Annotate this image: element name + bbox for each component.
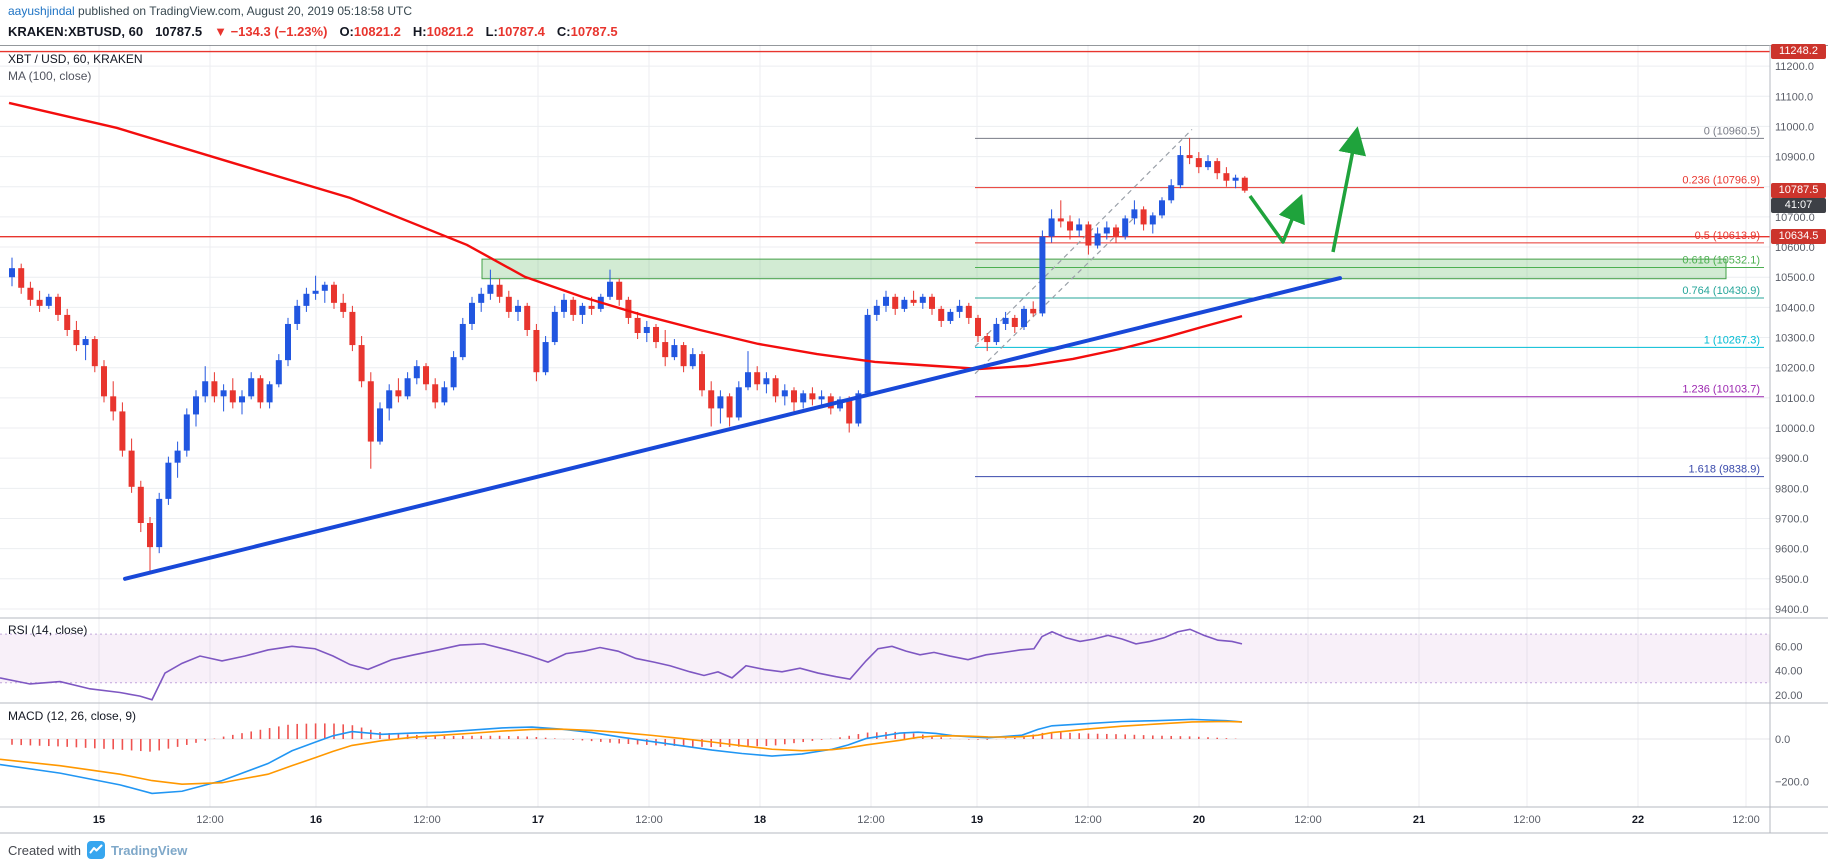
svg-text:12:00: 12:00 [1074, 814, 1102, 826]
price-axis-labels: 11200.011100.011000.010900.010800.010700… [1775, 61, 1815, 789]
last-price-tag: 10787.5 [1771, 183, 1826, 198]
level-price-tag: 10634.5 [1771, 229, 1826, 245]
svg-text:−200.0: −200.0 [1775, 777, 1809, 789]
svg-text:9500.0: 9500.0 [1775, 574, 1809, 586]
svg-text:12:00: 12:00 [196, 814, 224, 826]
macd-pane [0, 718, 1770, 795]
tradingview-logo-icon [86, 841, 105, 859]
svg-text:9400.0: 9400.0 [1775, 604, 1809, 616]
svg-text:11000.0: 11000.0 [1775, 121, 1814, 133]
svg-text:10400.0: 10400.0 [1775, 302, 1815, 314]
svg-text:9600.0: 9600.0 [1775, 544, 1809, 556]
main-legend-symbol: XBT / USD, 60, KRAKEN [8, 52, 143, 66]
svg-text:12:00: 12:00 [1513, 814, 1541, 826]
grid-layer [0, 45, 1770, 807]
support-zone [481, 258, 1727, 280]
svg-text:12:00: 12:00 [635, 814, 663, 826]
svg-text:12:00: 12:00 [1294, 814, 1322, 826]
ohlc-c: C:10787.5 [556, 24, 618, 39]
ohlc-values: O:10821.2 H:10821.2 L:10787.4 C:10787.5 [339, 24, 629, 39]
fib-level-label: 0.764 (10430.9) [1682, 285, 1760, 297]
svg-text:20: 20 [1193, 814, 1205, 826]
svg-text:10200.0: 10200.0 [1775, 363, 1815, 375]
candlestick-series [9, 137, 1248, 573]
attribution-text: published on TradingView.com, August 20,… [74, 4, 413, 18]
svg-text:11100.0: 11100.0 [1775, 91, 1813, 103]
price-change-value: −134.3 (−1.23%) [230, 24, 328, 39]
svg-text:10600.0: 10600.0 [1775, 242, 1815, 254]
dashed-channel [974, 129, 1193, 375]
level-price-tag: 11248.2 [1771, 44, 1826, 60]
svg-text:21: 21 [1413, 814, 1425, 826]
svg-text:17: 17 [532, 814, 544, 826]
fib-level-label: 0.618 (10532.1) [1682, 255, 1760, 267]
ohlc-l: L:10787.4 [485, 24, 545, 39]
svg-text:9700.0: 9700.0 [1775, 513, 1809, 525]
svg-text:20.00: 20.00 [1775, 690, 1803, 702]
svg-text:10100.0: 10100.0 [1775, 393, 1815, 405]
svg-text:12:00: 12:00 [857, 814, 885, 826]
svg-text:0.0: 0.0 [1775, 734, 1790, 746]
svg-text:10900.0: 10900.0 [1775, 152, 1815, 164]
trendline [123, 276, 1342, 581]
svg-text:12:00: 12:00 [1732, 814, 1760, 826]
author-link[interactable]: aayushjindal [8, 4, 75, 18]
svg-text:9800.0: 9800.0 [1775, 483, 1809, 495]
svg-text:11200.0: 11200.0 [1775, 61, 1814, 73]
time-axis-labels: 15 12:00 16 12:00 17 12:00 18 12:00 19 12:00 20 12:… [93, 814, 1760, 826]
price-change: ▼ −134.3 (−1.23%) [214, 24, 327, 39]
svg-text:10300.0: 10300.0 [1775, 333, 1815, 345]
fib-level-label: 0.236 (10796.9) [1682, 175, 1760, 187]
rsi-pane-legend: RSI (14, close) [8, 623, 88, 637]
tradingview-brand[interactable]: TradingView [110, 842, 188, 858]
countdown-tag: 41:07 [1771, 198, 1826, 213]
svg-text:10500.0: 10500.0 [1775, 272, 1815, 284]
svg-text:19: 19 [971, 814, 983, 826]
svg-text:22: 22 [1632, 814, 1644, 826]
svg-text:16: 16 [310, 814, 322, 826]
svg-text:10700.0: 10700.0 [1775, 212, 1815, 224]
fib-level-label: 0 (10960.5) [1704, 125, 1760, 137]
main-pane-legend: XBT / USD, 60, KRAKEN MA (100, close) [8, 51, 143, 85]
fib-level-label: 1.618 (9838.9) [1688, 464, 1760, 476]
attribution-bar: aayushjindal published on TradingView.co… [0, 0, 1828, 21]
ohlc-o: O:10821.2 [339, 24, 401, 39]
created-with-label: Created with [8, 842, 81, 858]
svg-text:40.00: 40.00 [1775, 666, 1803, 678]
horizontal-level-lines [0, 50, 1770, 238]
svg-text:60.00: 60.00 [1775, 641, 1803, 653]
footer: Created with TradingView [8, 841, 188, 859]
ohlc-h: H:10821.2 [412, 24, 474, 39]
pane-borders [0, 44, 1828, 834]
symbol-info-bar: KRAKEN:XBTUSD, 60 10787.5 ▼ −134.3 (−1.2… [0, 20, 1828, 45]
main-legend-ma: MA (100, close) [8, 69, 92, 83]
svg-text:12:00: 12:00 [413, 814, 441, 826]
down-arrow-icon: ▼ [214, 24, 227, 39]
last-price: 10787.5 [155, 24, 203, 39]
arrow-annotations [1248, 126, 1367, 253]
symbol-title: KRAKEN:XBTUSD, 60 [8, 24, 144, 39]
fib-level-label: 1 (10267.3) [1704, 334, 1760, 346]
rsi-pane [0, 628, 1770, 701]
svg-text:15: 15 [93, 814, 105, 826]
fib-level-label: 0.5 (10613.9) [1695, 230, 1760, 242]
fib-level-label: 1.236 (10103.7) [1682, 384, 1760, 396]
svg-text:18: 18 [754, 814, 766, 826]
macd-pane-legend: MACD (12, 26, close, 9) [8, 709, 137, 723]
ma-100-line [8, 101, 1243, 371]
fib-retracement: 0 (10960.5) 0.236 (10796.9) 0.5 (10613.9) 0… [975, 125, 1764, 478]
svg-text:9900.0: 9900.0 [1775, 453, 1809, 465]
svg-text:10000.0: 10000.0 [1775, 423, 1815, 435]
